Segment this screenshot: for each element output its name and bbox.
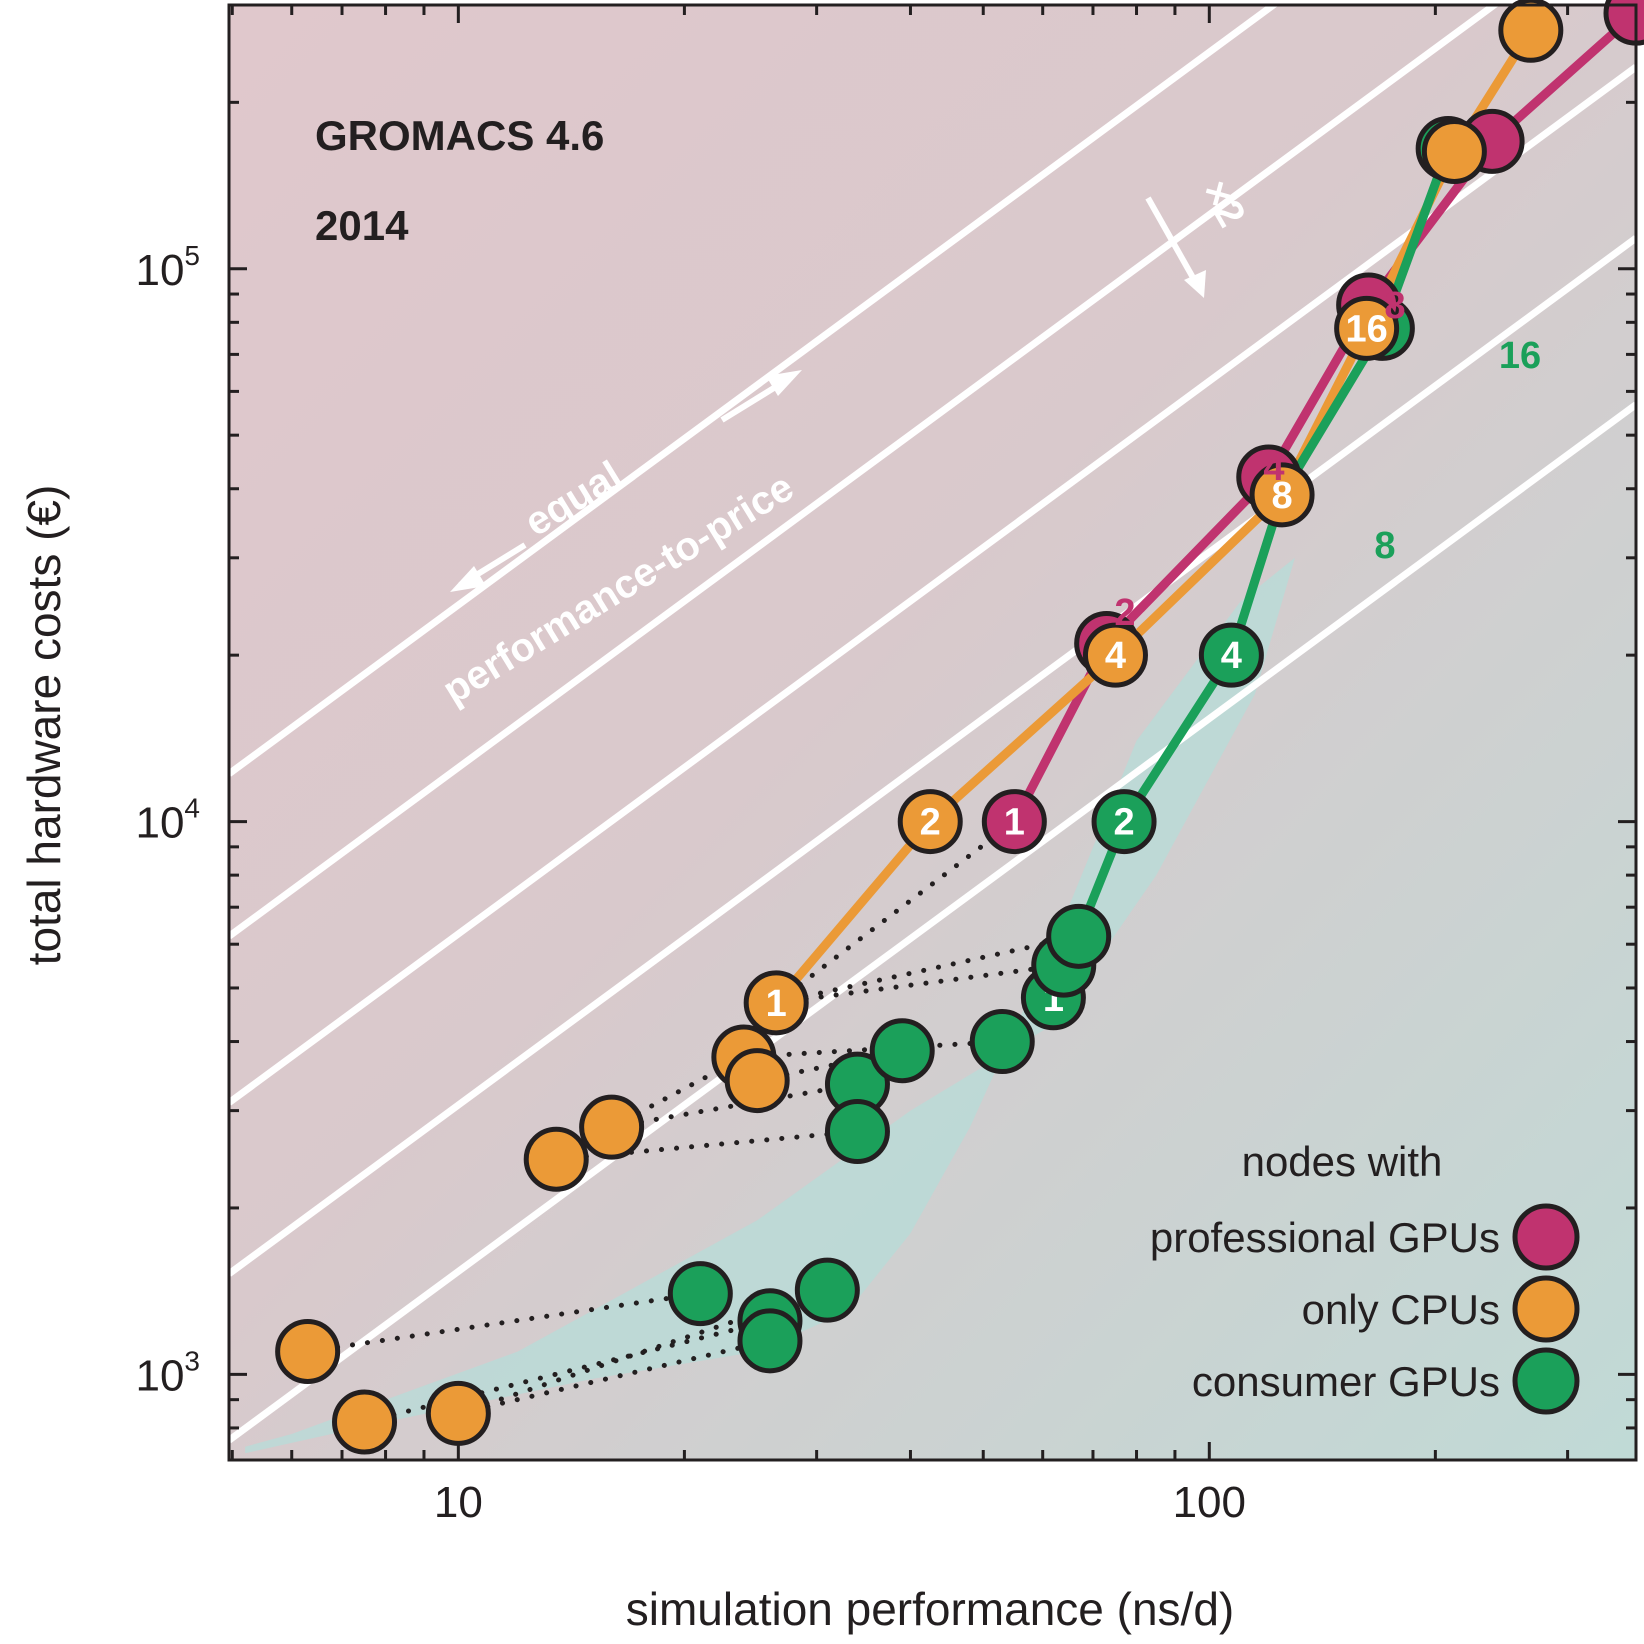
dotted-connection-12 bbox=[773, 819, 1017, 1006]
professional-count-8: 8 bbox=[1384, 285, 1405, 327]
arrow-left-icon bbox=[450, 542, 527, 592]
point-label-series1-7: 1 bbox=[766, 983, 787, 1025]
plot-area-fill bbox=[229, 5, 1636, 1460]
dotted-connection-11 bbox=[773, 933, 1082, 1006]
point-series2-5 bbox=[824, 1099, 890, 1165]
point-series1-6 bbox=[724, 1048, 790, 1114]
dotted-connection-2 bbox=[362, 1318, 773, 1425]
point-label-series0-0: 1 bbox=[1004, 802, 1025, 844]
point-series1-4 bbox=[579, 1094, 645, 1160]
legend-title: nodes with bbox=[1242, 1138, 1443, 1185]
iso-line-2 bbox=[226, 0, 1507, 940]
chart-title: GROMACS 4.6 bbox=[315, 112, 604, 159]
point-series1-1 bbox=[332, 1389, 398, 1455]
y-tick-label-1: 104 bbox=[135, 793, 200, 848]
point-series2-6 bbox=[869, 1018, 935, 1084]
dotted-connection-3 bbox=[455, 1287, 830, 1416]
arrow-right-icon bbox=[720, 370, 802, 423]
point-series2-0 bbox=[667, 1261, 733, 1327]
y-tick-label-2: 105 bbox=[135, 240, 200, 295]
axes-frame bbox=[227, 3, 1638, 1462]
dotted-connection-5 bbox=[609, 1054, 747, 1130]
dotted-connection-7 bbox=[553, 1129, 860, 1162]
point-label-series2-11: 2 bbox=[1113, 802, 1134, 844]
legend-marker-professional bbox=[1512, 1203, 1580, 1271]
point-series1-13 bbox=[1498, 0, 1564, 63]
legend-marker-cpu bbox=[1512, 1275, 1580, 1343]
point-series2-11 bbox=[1091, 789, 1157, 855]
legend: nodes with professional GPUs only CPUs c… bbox=[1150, 1138, 1580, 1415]
plot-frame bbox=[227, 3, 1638, 1462]
point-series2-3 bbox=[794, 1257, 860, 1323]
professional-count-4: 4 bbox=[1263, 447, 1284, 489]
point-label-series2-12: 4 bbox=[1221, 635, 1242, 677]
double-arrow-icon bbox=[1145, 196, 1199, 285]
dotted-connections bbox=[305, 819, 1082, 1425]
dotted-connection-10 bbox=[773, 962, 1067, 1006]
iso-line-1 bbox=[226, 0, 1287, 777]
consumer-count-8: 8 bbox=[1374, 525, 1395, 567]
legend-marker-consumer bbox=[1512, 1347, 1580, 1415]
point-series2-10 bbox=[1046, 903, 1112, 969]
professional-count-2: 2 bbox=[1114, 592, 1135, 634]
point-series1-0 bbox=[275, 1318, 341, 1384]
point-series1-2 bbox=[425, 1380, 491, 1446]
point-series1-7 bbox=[743, 970, 809, 1036]
point-label-series1-9: 4 bbox=[1105, 635, 1126, 677]
consumer-count-16: 16 bbox=[1499, 335, 1541, 377]
point-series1-8 bbox=[897, 789, 963, 855]
dotted-connection-9 bbox=[741, 1039, 1005, 1060]
point-series1-9 bbox=[1082, 622, 1148, 688]
iso-line-5 bbox=[226, 401, 1639, 1444]
iso-price-lines bbox=[226, 0, 1639, 1444]
legend-label-cpu: only CPUs bbox=[1302, 1286, 1500, 1333]
x-tick-label-1: 100 bbox=[1173, 1478, 1246, 1527]
point-series0-0 bbox=[981, 789, 1047, 855]
point-series1-12 bbox=[1421, 118, 1487, 184]
point-series2-2 bbox=[737, 1308, 803, 1374]
plot-background bbox=[229, 5, 1636, 1460]
dotted-connection-1 bbox=[305, 1291, 703, 1354]
legend-label-professional: professional GPUs bbox=[1150, 1214, 1500, 1261]
point-series1-10 bbox=[1249, 462, 1315, 528]
point-series2-12 bbox=[1198, 622, 1264, 688]
arrow-head-icon bbox=[1184, 270, 1206, 298]
legend-label-consumer: consumer GPUs bbox=[1192, 1358, 1500, 1405]
chart-subtitle: 2014 bbox=[315, 202, 409, 249]
iso-line-4 bbox=[226, 235, 1639, 1277]
x-axis-title: simulation performance (ns/d) bbox=[626, 1583, 1234, 1635]
point-series2-7 bbox=[969, 1009, 1035, 1075]
point-series1-3 bbox=[523, 1126, 589, 1192]
point-label-series1-11: 16 bbox=[1345, 308, 1387, 350]
point-label-series1-10: 8 bbox=[1272, 475, 1293, 517]
axis-ticks: 10 100 103 104 105 bbox=[135, 3, 1636, 1527]
y-axis-title: total hardware costs (€) bbox=[18, 485, 70, 966]
consumer-gpu-region bbox=[245, 557, 1295, 1454]
x-tick-label-0: 10 bbox=[434, 1478, 483, 1527]
iso-line-3 bbox=[226, 64, 1639, 1106]
point-series1-11 bbox=[1334, 295, 1400, 361]
point-label-series1-8: 2 bbox=[920, 802, 941, 844]
count-labels: 2 4 8 8 16 bbox=[1114, 285, 1541, 634]
y-tick-label-0: 103 bbox=[135, 1345, 200, 1400]
